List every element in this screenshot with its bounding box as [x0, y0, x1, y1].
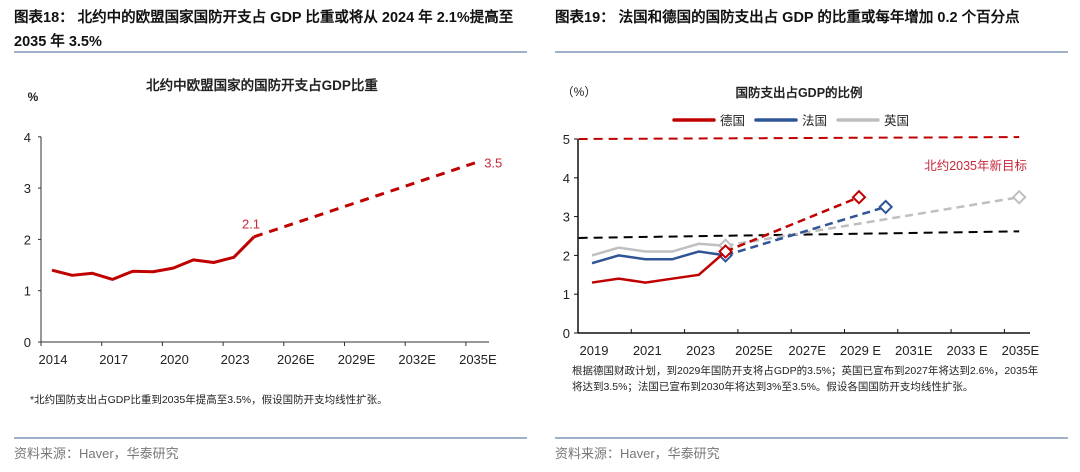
left-data-label-2024: 2.1: [242, 216, 260, 231]
right-chart-title: 国防支出占GDP的比例: [735, 85, 862, 100]
right-y-tick-label: 3: [563, 210, 570, 225]
left-x-tick-label: 2014: [39, 352, 68, 367]
series-projection-0: [725, 196, 860, 253]
left-source-rule: [14, 437, 527, 439]
series-line-1: [591, 250, 726, 265]
nato-target-label: 北约2035年新目标: [924, 158, 1027, 173]
right-heading: 图表19： 法国和德国的国防支出占 GDP 的比重或每年增加 0.2 个百分点: [555, 10, 1020, 26]
series-start-marker-0: [718, 244, 733, 259]
right-y-tick-label: 4: [563, 171, 570, 186]
left-x-tick-label: 2020: [160, 352, 189, 367]
right-y-tick-label: 0: [563, 326, 570, 341]
legend-label-2: 英国: [884, 114, 909, 128]
right-heading-rule: [555, 51, 1068, 53]
series-line-0: [591, 250, 727, 284]
left-y-unit: %: [28, 90, 39, 104]
reference-line-black: [578, 230, 1020, 239]
series-end-marker-0: [851, 189, 867, 205]
right-y-tick-label: 5: [563, 132, 570, 147]
left-projection-line: [253, 161, 477, 239]
right-y-unit: （%）: [562, 85, 597, 99]
left-note: *北约国防支出占GDP比重到2035年提高至3.5%，假设国防开支均线性扩张。: [30, 394, 388, 406]
right-x-tick-label: 2025E: [735, 343, 773, 358]
right-y-tick-label: 1: [563, 287, 570, 302]
left-x-tick-label: 2032E: [398, 352, 436, 367]
left-x-tick-label: 2017: [99, 352, 128, 367]
left-y-tick-label: 2: [24, 232, 31, 247]
right-x-tick-label: 2023: [686, 343, 715, 358]
series-end-marker-1: [878, 199, 894, 215]
right-y-tick-label: 2: [563, 248, 570, 263]
right-note: 根据德国财政计划，到2029年国防开支将占GDP的3.5%；英国已宣布到2027…: [572, 365, 1039, 393]
nato-target-line: [578, 136, 1020, 140]
left-x-tick-label: 2035E: [459, 352, 497, 367]
left-x-tick-label: 2026E: [277, 352, 315, 367]
legend-label-1: 法国: [802, 114, 827, 128]
left-source: 资料来源：Haver，华泰研究: [14, 446, 179, 461]
series-line-2: [591, 242, 726, 257]
right-x-tick-label: 2031E: [895, 343, 933, 358]
left-y-tick-label: 3: [24, 181, 31, 196]
right-x-tick-label: 2021: [633, 343, 662, 358]
left-x-tick-label: 2029E: [338, 352, 376, 367]
left-actual-line: [51, 235, 256, 281]
legend-label-0: 德国: [720, 113, 745, 128]
left-y-tick-label: 1: [24, 284, 31, 299]
right-x-tick-label: 2029 E: [840, 343, 882, 358]
series-projection-1: [725, 205, 887, 257]
right-x-tick-label: 2033 E: [946, 343, 988, 358]
series-end-marker-2: [1011, 189, 1027, 205]
series-projection-2: [725, 195, 1020, 247]
right-source: 资料来源：Haver，华泰研究: [555, 446, 720, 461]
left-y-tick-label: 4: [24, 130, 31, 145]
right-x-tick-label: 2027E: [788, 343, 826, 358]
left-y-tick-label: 0: [24, 335, 31, 350]
left-chart-title: 北约中欧盟国家的国防开支占GDP比重: [146, 77, 378, 93]
right-source-rule: [555, 437, 1068, 439]
left-heading-rule: [14, 51, 527, 53]
left-heading: 图表18： 北约中的欧盟国家国防开支占 GDP 比重或将从 2024 年 2.1…: [14, 10, 514, 50]
left-x-tick-label: 2023: [221, 352, 250, 367]
right-x-tick-label: 2019: [580, 343, 609, 358]
left-data-label-2035: 3.5: [484, 155, 502, 170]
right-x-tick-label: 2035E: [1002, 343, 1040, 358]
